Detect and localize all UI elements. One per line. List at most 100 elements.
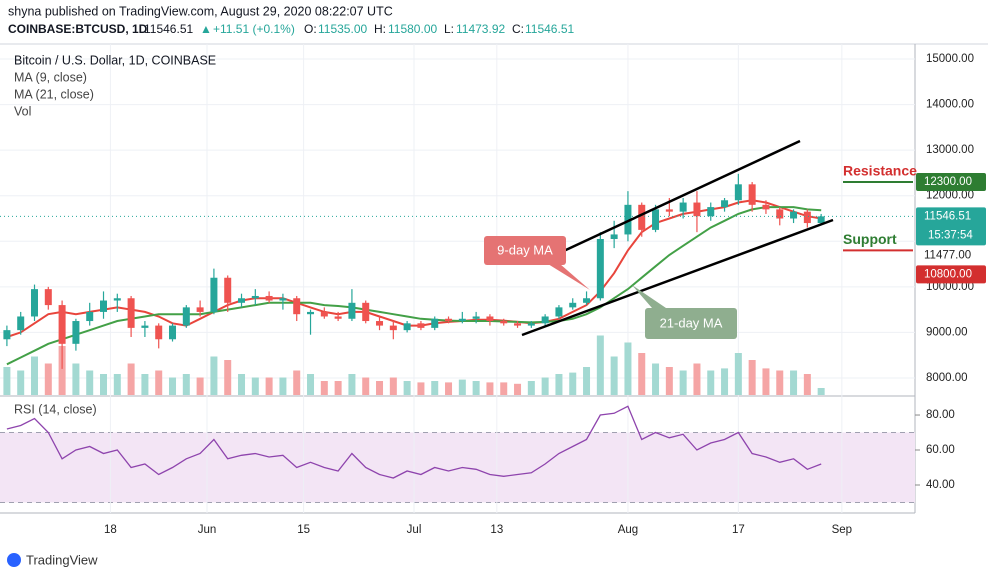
candle-body xyxy=(817,216,825,224)
candle-body xyxy=(748,184,756,205)
volume-bar xyxy=(196,377,204,395)
volume-bar xyxy=(86,370,94,395)
candle-body xyxy=(541,316,549,324)
volume-bar xyxy=(721,368,729,395)
volume-bar xyxy=(72,363,80,395)
volume-bar xyxy=(472,381,480,395)
candle-body xyxy=(500,321,508,324)
volume-bar xyxy=(155,370,163,395)
logo-icon xyxy=(7,553,21,567)
candle-body xyxy=(445,318,453,322)
candle-body xyxy=(403,323,411,331)
volume-bar xyxy=(500,382,508,395)
y-tick-label: 8000.00 xyxy=(926,372,968,384)
candle-body xyxy=(182,307,190,326)
level-label: Resistance xyxy=(843,163,917,179)
callout-text: 9-day MA xyxy=(497,242,553,257)
candle-body xyxy=(417,323,425,328)
publisher: shyna published on TradingView.com, Augu… xyxy=(8,4,393,18)
x-tick-label: 17 xyxy=(732,524,745,536)
volume-bar xyxy=(389,377,397,395)
volume-bar xyxy=(583,367,591,395)
ohlc-label: H: xyxy=(374,22,386,36)
price-label: 11546.51 xyxy=(924,210,971,222)
candle-body xyxy=(362,302,370,322)
y-tick-label: 60.00 xyxy=(926,444,955,456)
brand: TradingView xyxy=(26,552,98,567)
price-label-box xyxy=(916,246,986,265)
volume-bar xyxy=(334,381,342,395)
symbol-line: COINBASE:BTCUSD, 1D 11546.51 ▲ +11.51 (+… xyxy=(8,22,574,36)
candle-body xyxy=(348,302,356,319)
ma-line xyxy=(6,199,822,338)
volume-bar xyxy=(707,370,715,395)
volume-bar xyxy=(514,383,522,395)
volume-bar xyxy=(3,367,11,395)
candle-body xyxy=(334,316,342,319)
volume-bar xyxy=(693,363,701,395)
candle-body xyxy=(3,330,11,340)
candle-body xyxy=(251,295,259,299)
volume-bar xyxy=(610,356,618,395)
volume-bar xyxy=(348,374,356,395)
price-label-box xyxy=(916,207,986,246)
price-label: 10800.00 xyxy=(924,268,972,280)
candle-body xyxy=(431,318,439,328)
trendline xyxy=(521,218,834,337)
candle-body xyxy=(734,184,742,201)
volume-bar xyxy=(652,363,660,395)
ohlc-label: C: xyxy=(512,22,524,36)
y-tick-label: 9000.00 xyxy=(926,326,968,338)
volume-bar xyxy=(320,381,328,395)
volume-bar xyxy=(17,370,25,395)
last-price: 11546.51 xyxy=(144,22,193,36)
callout-pointer xyxy=(548,264,590,290)
volume-bar xyxy=(169,377,177,395)
candle-body xyxy=(169,325,177,340)
x-tick-label: 13 xyxy=(490,524,503,536)
candle-body xyxy=(790,211,798,219)
candle-body xyxy=(624,204,632,235)
candle-body xyxy=(210,277,218,312)
volume-bar xyxy=(679,370,687,395)
volume-bar xyxy=(734,353,742,395)
candle-body xyxy=(472,316,480,319)
candle-body xyxy=(17,316,25,331)
rsi-band xyxy=(0,432,915,503)
candle-body xyxy=(514,323,522,326)
x-tick-label: Jul xyxy=(407,524,422,536)
callout-pointer xyxy=(632,285,666,308)
volume-bar xyxy=(790,370,798,395)
candle-body xyxy=(555,307,563,317)
price-label-box xyxy=(916,173,986,192)
volume-bar xyxy=(638,353,646,395)
candle-body xyxy=(486,316,494,322)
volume-bar xyxy=(210,356,218,395)
candle-body xyxy=(569,302,577,308)
volume-bar xyxy=(293,370,301,395)
candle-body xyxy=(293,298,301,315)
rsi-line xyxy=(6,405,822,479)
y-tick-label: 10000.00 xyxy=(926,281,974,293)
volume-bar xyxy=(31,356,39,395)
volume-bar xyxy=(431,381,439,395)
candle-body xyxy=(141,325,149,328)
candle-body xyxy=(776,209,784,219)
y-tick-label: 14000.00 xyxy=(926,99,974,111)
candle-body xyxy=(86,311,94,322)
x-tick-label: 15 xyxy=(297,524,310,536)
change: +11.51 (+0.1%) xyxy=(213,22,295,36)
candle-body xyxy=(224,277,232,303)
candle-body xyxy=(58,305,66,344)
callout-box xyxy=(484,236,566,265)
volume-bar xyxy=(665,367,673,395)
candle-body xyxy=(320,311,328,317)
candle-body xyxy=(596,239,604,299)
chart-title: Bitcoin / U.S. Dollar, 1D, COINBASE xyxy=(14,53,216,67)
volume-bar xyxy=(265,377,273,395)
volume-bar xyxy=(817,388,825,395)
candle-body xyxy=(307,311,315,315)
y-tick-label: 12000.00 xyxy=(926,190,974,202)
volume-bar xyxy=(44,363,52,395)
